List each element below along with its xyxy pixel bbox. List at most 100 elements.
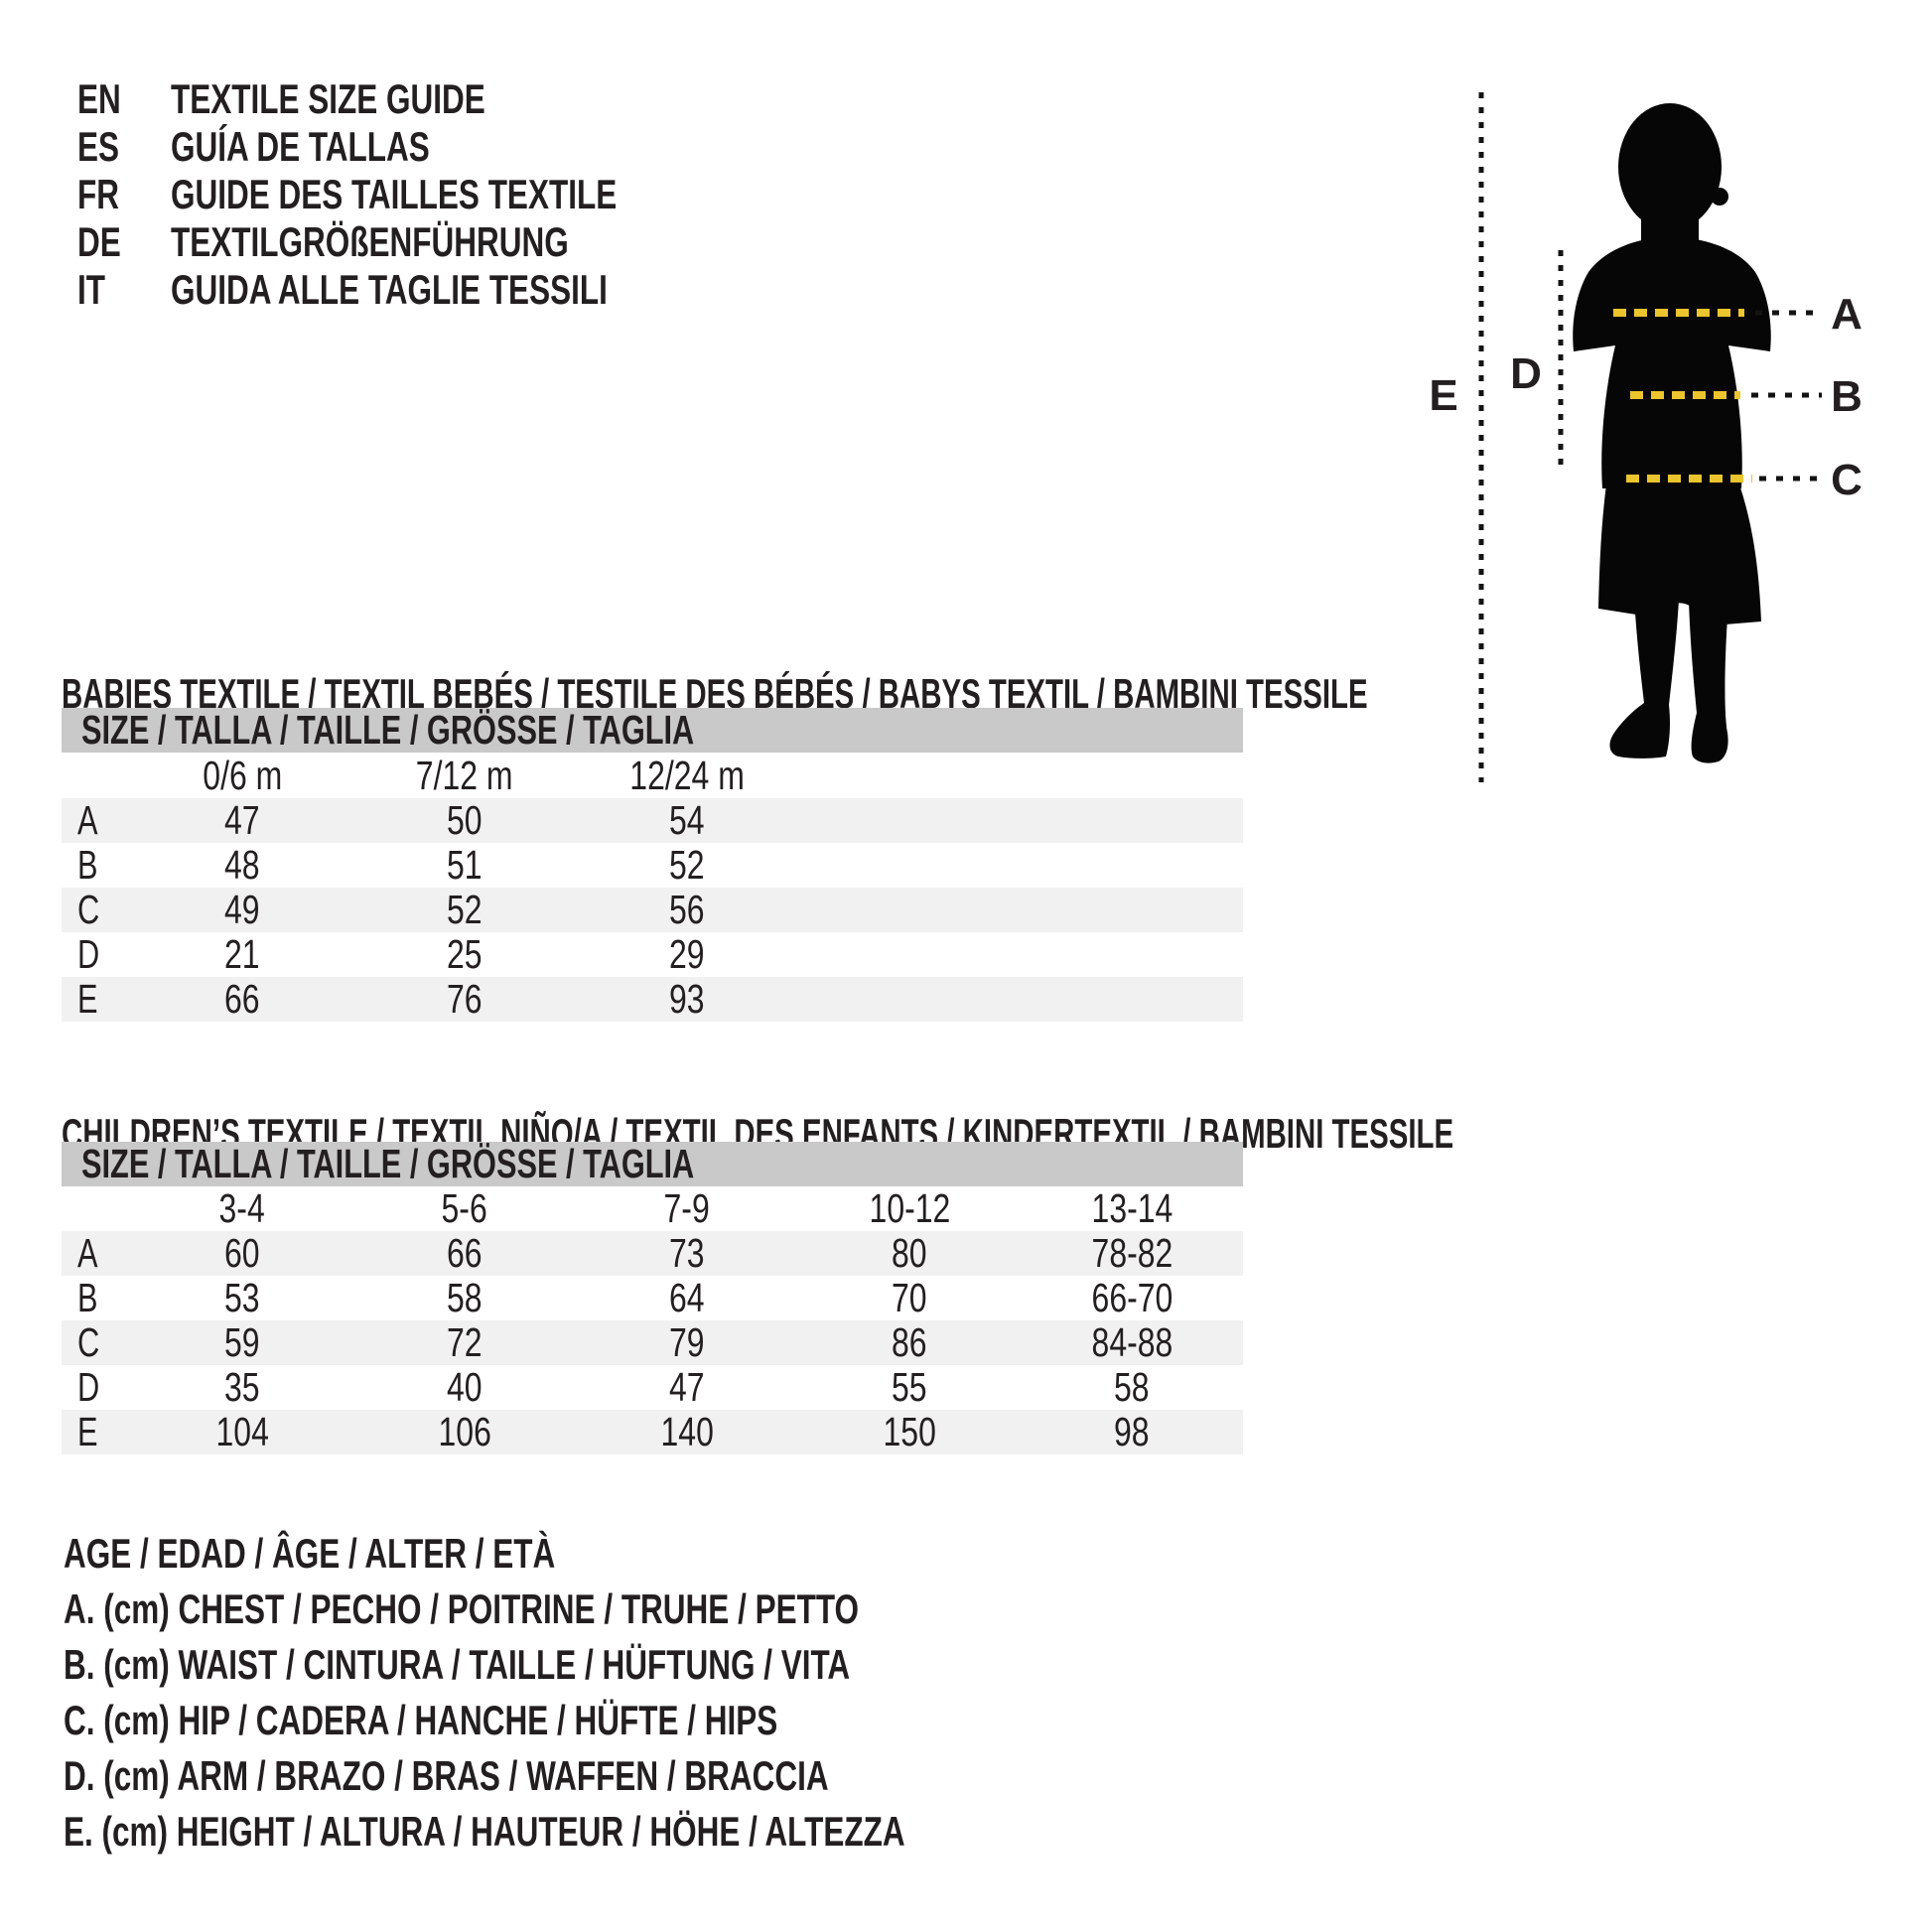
- cell-value: 60: [224, 1230, 260, 1276]
- row-label-text: C: [77, 887, 100, 932]
- table-row: D 35 40 47 55 58: [62, 1364, 1243, 1411]
- cell-value: 50: [447, 797, 483, 843]
- legend-text: B. (cm) WAIST / CINTURA / TAILLE / HÜFTU…: [64, 1641, 851, 1688]
- table-cell: 35: [131, 1364, 353, 1411]
- legend-line-waist: B. (cm) WAIST / CINTURA / TAILLE / HÜFTU…: [64, 1637, 1185, 1693]
- row-label-text: D: [77, 931, 100, 977]
- language-title-block: EN TEXTILE SIZE GUIDE ES GUÍA DE TALLAS …: [77, 75, 765, 314]
- cell-value: 76: [447, 976, 483, 1022]
- cell-value: 106: [438, 1409, 491, 1454]
- table-cell: 80: [798, 1230, 1021, 1277]
- children-column-header: 10-12: [798, 1185, 1021, 1232]
- children-column-header: 3-4: [131, 1185, 353, 1232]
- language-title-it: GUIDA ALLE TAGLIE TESSILI: [171, 266, 608, 313]
- row-label: B: [62, 842, 131, 889]
- row-label-text: B: [77, 842, 98, 888]
- table-cell: 140: [576, 1409, 798, 1455]
- children-column-header: 5-6: [353, 1185, 576, 1232]
- table-cell: 52: [353, 887, 576, 933]
- table-cell: 93: [576, 976, 798, 1023]
- row-label-text: E: [77, 976, 98, 1022]
- row-label: D: [62, 931, 131, 978]
- row-label-text: A: [77, 797, 98, 843]
- cell-value: 52: [669, 842, 705, 888]
- language-row-fr: FR GUIDE DES TAILLES TEXTILE: [77, 171, 765, 218]
- table-cell: 66: [353, 1230, 576, 1277]
- cell-value: 29: [669, 931, 705, 977]
- babies-column-header: 7/12 m: [353, 753, 576, 799]
- table-row: B 53 58 64 70 66-70: [62, 1275, 1243, 1320]
- row-label: A: [62, 797, 131, 844]
- language-row-it: IT GUIDA ALLE TAGLIE TESSILI: [77, 266, 765, 314]
- table-cell: 59: [131, 1319, 353, 1366]
- language-title-es: GUÍA DE TALLAS: [171, 123, 430, 170]
- child-silhouette-icon: [1573, 103, 1771, 763]
- cell-value: 86: [892, 1319, 927, 1365]
- cell-value: 51: [447, 842, 483, 888]
- language-code-de: DE: [77, 218, 121, 265]
- row-label-text: C: [77, 1319, 100, 1365]
- table-cell: 76: [353, 976, 576, 1023]
- cell-value: 93: [669, 976, 705, 1022]
- legend-text: A. (cm) CHEST / PECHO / POITRINE / TRUHE…: [64, 1586, 860, 1632]
- table-cell: 98: [1021, 1409, 1243, 1455]
- table-cell: 47: [576, 1364, 798, 1411]
- cell-value: 35: [224, 1364, 260, 1410]
- table-row: C 49 52 56: [62, 887, 1243, 933]
- cell-value: 72: [447, 1319, 483, 1365]
- cell-value: 56: [669, 887, 705, 932]
- row-label: A: [62, 1230, 131, 1277]
- cell-value: 48: [224, 842, 260, 888]
- children-col-0: 3-4: [218, 1184, 266, 1231]
- row-label-text: E: [77, 1409, 98, 1454]
- legend-line-age: AGE / EDAD / ÂGE / ALTER / ETÀ: [64, 1526, 1185, 1582]
- table-cell: 50: [353, 797, 576, 844]
- measurement-legend: AGE / EDAD / ÂGE / ALTER / ETÀ A. (cm) C…: [64, 1526, 1185, 1860]
- language-title-fr: GUIDE DES TAILLES TEXTILE: [171, 171, 618, 217]
- legend-text: C. (cm) HIP / CADERA / HANCHE / HÜFTE / …: [64, 1697, 778, 1743]
- language-row-de: DE TEXTILGRÖßENFÜHRUNG: [77, 218, 765, 266]
- children-size-header-band: SIZE / TALLA / TAILLE / GRÖSSE / TAGLIA: [62, 1141, 1243, 1186]
- table-cell: 104: [131, 1409, 353, 1455]
- children-column-headers: 3-4 5-6 7-9 10-12 13-14: [62, 1185, 1243, 1231]
- babies-size-header-text: SIZE / TALLA / TAILLE / GRÖSSE / TAGLIA: [81, 707, 695, 753]
- babies-col-2: 12/24 m: [629, 752, 745, 798]
- table-cell: 150: [798, 1409, 1021, 1455]
- table-cell: 55: [798, 1364, 1021, 1411]
- cell-value: 66: [224, 976, 260, 1022]
- cell-value: 40: [447, 1364, 483, 1410]
- babies-col-1: 7/12 m: [416, 752, 513, 798]
- table-cell: 48: [131, 842, 353, 889]
- table-cell: 79: [576, 1319, 798, 1366]
- table-cell: 72: [353, 1319, 576, 1366]
- row-label-text: B: [77, 1275, 98, 1320]
- table-cell: 56: [576, 887, 798, 933]
- language-row-en: EN TEXTILE SIZE GUIDE: [77, 75, 765, 123]
- table-cell: 49: [131, 887, 353, 933]
- table-row: D 21 25 29: [62, 931, 1243, 978]
- table-row: B 48 51 52: [62, 842, 1243, 889]
- babies-size-header-band: SIZE / TALLA / TAILLE / GRÖSSE / TAGLIA: [62, 707, 1243, 753]
- row-label-text: A: [77, 1230, 98, 1276]
- cell-value: 47: [669, 1364, 705, 1410]
- cell-value: 59: [224, 1319, 260, 1365]
- language-code-it: IT: [77, 266, 105, 313]
- cell-value: 79: [669, 1319, 705, 1365]
- cell-value: 55: [892, 1364, 927, 1410]
- children-col-4: 13-14: [1091, 1184, 1173, 1231]
- children-column-header: 7-9: [576, 1185, 798, 1232]
- babies-table: A 47 50 54 B 48 51 52 C 49 52 56 D 21 25…: [62, 797, 1243, 1023]
- legend-line-height: E. (cm) HEIGHT / ALTURA / HAUTEUR / HÖHE…: [64, 1804, 1185, 1860]
- children-table: A 60 66 73 80 78-82 B 53 58 64 70 66-70 …: [62, 1230, 1243, 1455]
- table-cell: 84-88: [1021, 1319, 1243, 1366]
- legend-text: D. (cm) ARM / BRAZO / BRAS / WAFFEN / BR…: [64, 1752, 829, 1799]
- figure-label-hip-c: C: [1831, 456, 1863, 504]
- figure-label-arm-d: D: [1510, 349, 1542, 398]
- cell-value: 80: [892, 1230, 927, 1276]
- table-cell: 73: [576, 1230, 798, 1277]
- legend-text: E. (cm) HEIGHT / ALTURA / HAUTEUR / HÖHE…: [64, 1808, 905, 1855]
- cell-value: 150: [883, 1409, 936, 1454]
- cell-value: 49: [224, 887, 260, 932]
- cell-value: 25: [447, 931, 483, 977]
